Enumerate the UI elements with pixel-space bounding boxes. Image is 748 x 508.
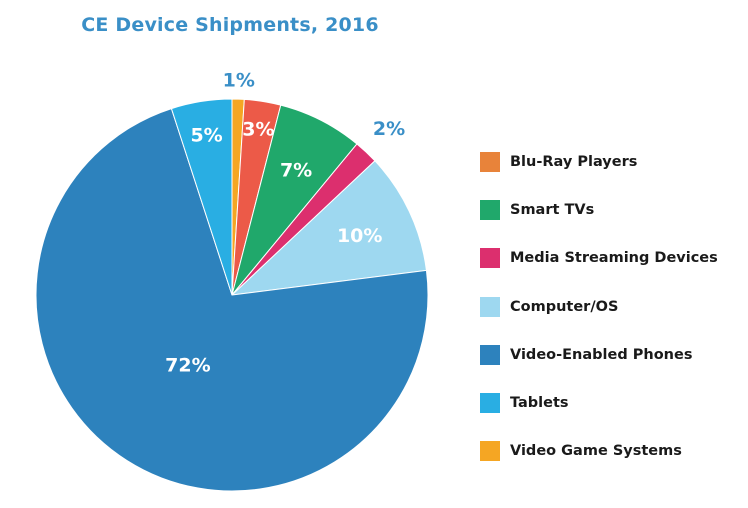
legend-item-video-enabled-phones: Video-Enabled Phones [480,331,718,379]
legend-swatch [480,344,500,365]
legend-item-video-game-systems: Video Game Systems [480,427,718,475]
legend-label: Video Game Systems [510,443,682,460]
slice-label-video-enabled-phones: 72% [165,355,210,377]
pie-slice-video-enabled-phones [35,107,429,492]
chart-legend: Blu-Ray Players Smart TVs Media Streaming … [480,138,718,475]
legend-item-computer-os: Computer/OS [480,283,718,331]
slice-label-smart-tvs: 7% [280,159,312,181]
legend-label: Computer/OS [510,298,619,315]
slice-label-media-streaming-devices: 2% [373,118,405,140]
pie-slice-tablets [170,98,233,296]
legend-label: Media Streaming Devices [510,250,718,267]
legend-label: Tablets [510,395,569,412]
legend-swatch [480,152,500,173]
legend-swatch [480,248,500,269]
legend-item-smart-tvs: Smart TVs [480,186,718,234]
pie-slice-computer-os [230,160,428,296]
legend-item-blu-ray-players: Blu-Ray Players [480,138,718,186]
legend-label: Blu-Ray Players [510,154,638,171]
legend-label: Smart TVs [510,202,595,219]
legend-item-media-streaming-devices: Media Streaming Devices [480,234,718,282]
legend-swatch [480,441,500,462]
legend-swatch [480,296,500,317]
legend-label: Video-Enabled Phones [510,346,693,363]
slice-label-computer-os: 10% [337,225,382,247]
legend-swatch [480,393,500,414]
chart-title: CE Device Shipments, 2016 [81,14,379,36]
slice-label-video-game-systems: 1% [223,70,255,92]
slice-label-tablets: 5% [190,124,222,146]
legend-item-tablets: Tablets [480,379,718,427]
legend-swatch [480,200,500,221]
slice-label-blu-ray-players: 3% [242,119,274,141]
